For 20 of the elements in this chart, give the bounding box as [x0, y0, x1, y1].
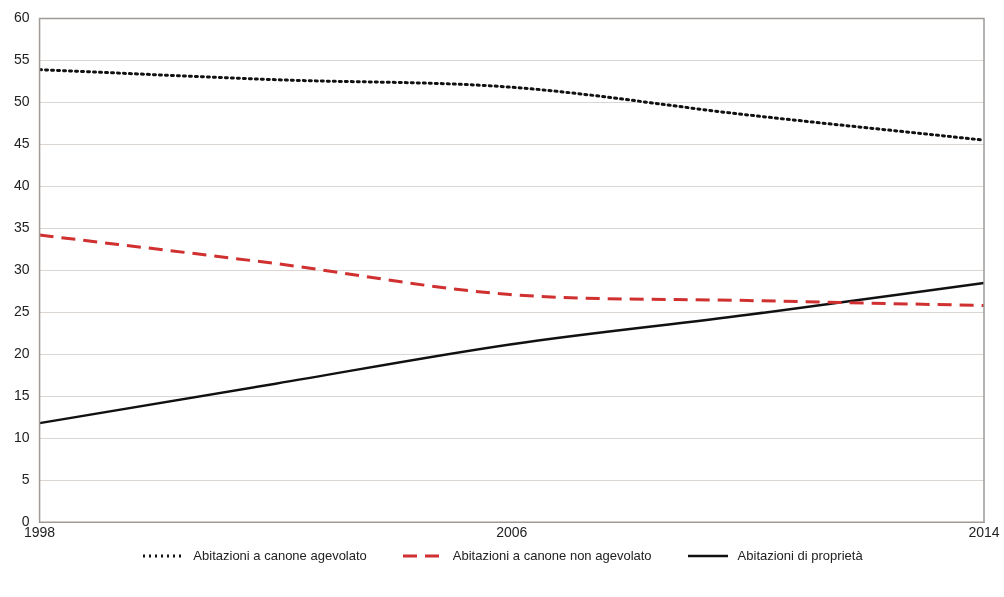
y-tick-label: 45 — [13, 135, 30, 152]
legend-label: Abitazioni a canone agevolato — [193, 548, 367, 563]
y-tick-label: 55 — [13, 51, 30, 68]
line-series — [39, 233, 984, 308]
legend-label: Abitazioni di proprietà — [737, 548, 863, 563]
y-tick-label: 40 — [13, 177, 30, 194]
y-tick-label: 50 — [13, 93, 30, 110]
x-tick-label: 2014 — [968, 524, 1000, 541]
x-tick-label: 2006 — [496, 524, 528, 541]
y-tick-label: 25 — [13, 303, 30, 320]
legend-label: Abitazioni a canone non agevolato — [452, 548, 652, 563]
y-tick-label: 60 — [13, 9, 30, 26]
line-series — [39, 281, 984, 425]
line-series — [39, 68, 984, 142]
y-tick-label: 15 — [13, 387, 30, 404]
y-tick-label: 30 — [13, 261, 30, 278]
y-tick-label: 35 — [13, 219, 30, 236]
y-tick-label: 5 — [21, 471, 30, 488]
y-tick-label: 10 — [13, 429, 30, 446]
y-tick-label: 20 — [13, 345, 30, 362]
